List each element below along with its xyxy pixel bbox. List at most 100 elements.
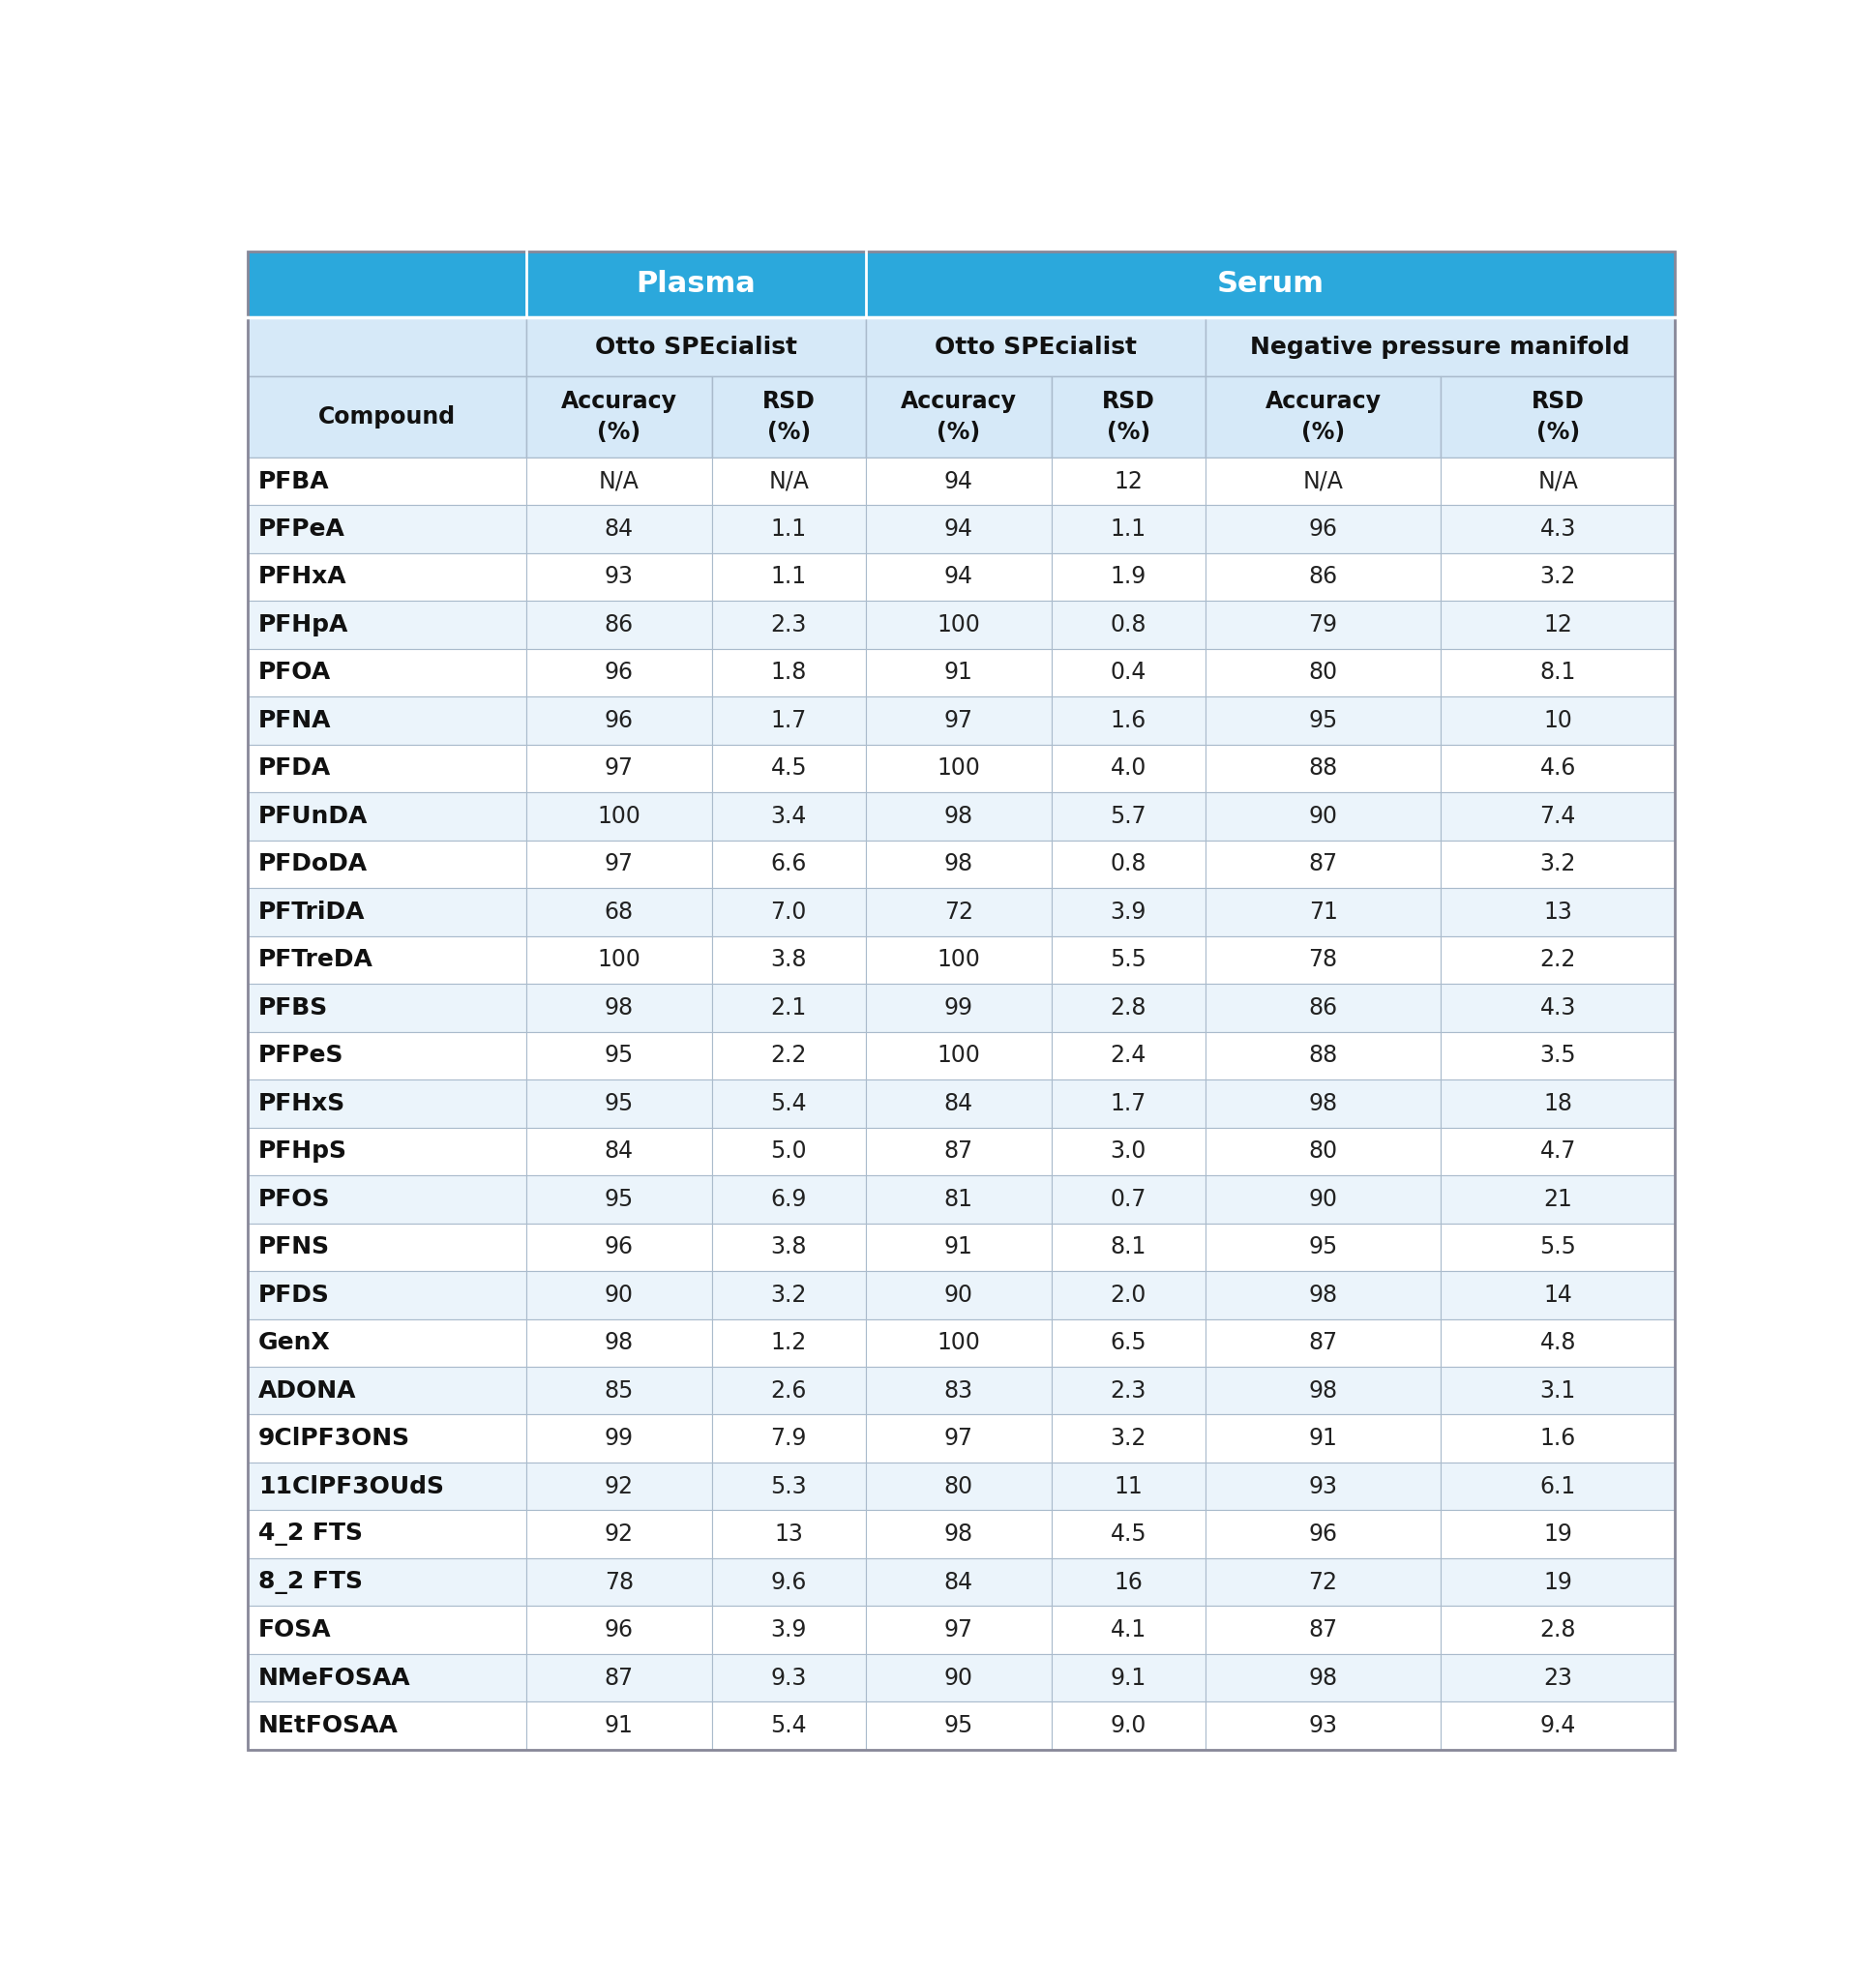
Text: N/A: N/A — [1304, 469, 1343, 493]
Text: 2.3: 2.3 — [1111, 1379, 1146, 1403]
Bar — [1051, 376, 1206, 458]
Bar — [1051, 1032, 1206, 1080]
Text: 100: 100 — [936, 1331, 981, 1355]
Text: 5.4: 5.4 — [771, 1092, 807, 1115]
Bar — [711, 1559, 867, 1607]
Bar — [867, 935, 1051, 985]
Bar — [1206, 458, 1441, 505]
Text: 6.9: 6.9 — [771, 1189, 807, 1210]
Bar — [867, 1272, 1051, 1319]
Bar — [1206, 745, 1441, 792]
Bar — [1206, 935, 1441, 985]
Bar — [1051, 1462, 1206, 1510]
Text: FOSA: FOSA — [259, 1618, 332, 1642]
Text: 0.8: 0.8 — [1111, 614, 1146, 636]
Bar — [248, 792, 527, 840]
Bar — [867, 1367, 1051, 1414]
Bar — [1206, 1127, 1441, 1175]
Bar — [1051, 1319, 1206, 1367]
Text: 95: 95 — [604, 1044, 634, 1068]
Bar — [1051, 600, 1206, 650]
Bar — [1051, 1559, 1206, 1607]
Bar — [1441, 1127, 1675, 1175]
Text: 93: 93 — [1309, 1474, 1338, 1498]
Text: 1.7: 1.7 — [1111, 1092, 1146, 1115]
Bar — [248, 985, 527, 1032]
Text: 96: 96 — [1309, 517, 1338, 541]
Text: 78: 78 — [604, 1571, 634, 1595]
Text: 8_2 FTS: 8_2 FTS — [259, 1571, 362, 1595]
Text: 3.8: 3.8 — [771, 1236, 807, 1258]
Text: RSD
(%): RSD (%) — [1101, 390, 1156, 444]
Text: 2.4: 2.4 — [1111, 1044, 1146, 1068]
Text: PFHxA: PFHxA — [259, 565, 347, 588]
Bar — [1441, 1032, 1675, 1080]
Text: 1.7: 1.7 — [771, 709, 807, 733]
Bar — [248, 1127, 527, 1175]
Text: 96: 96 — [604, 1236, 634, 1258]
Text: 95: 95 — [604, 1092, 634, 1115]
Bar — [527, 1319, 711, 1367]
Text: 98: 98 — [1309, 1284, 1338, 1307]
Bar — [1206, 1414, 1441, 1462]
Text: Accuracy
(%): Accuracy (%) — [1264, 390, 1381, 444]
Text: 4.5: 4.5 — [771, 757, 807, 781]
Text: 98: 98 — [1309, 1092, 1338, 1115]
Bar — [867, 505, 1051, 553]
Bar — [1206, 840, 1441, 887]
Text: 90: 90 — [1309, 1189, 1338, 1210]
Bar — [1206, 505, 1441, 553]
Bar — [1206, 697, 1441, 745]
Text: PFOA: PFOA — [259, 662, 332, 683]
Bar — [867, 1414, 1051, 1462]
Bar — [1441, 553, 1675, 600]
Text: 5.5: 5.5 — [1540, 1236, 1576, 1258]
Bar — [248, 376, 527, 458]
Text: 3.2: 3.2 — [771, 1284, 807, 1307]
Text: 97: 97 — [944, 1618, 974, 1642]
Bar — [248, 1032, 527, 1080]
Text: GenX: GenX — [259, 1331, 330, 1355]
Bar — [527, 1414, 711, 1462]
Text: PFDoDA: PFDoDA — [259, 852, 368, 876]
Text: 19: 19 — [1544, 1523, 1572, 1545]
Bar — [867, 458, 1051, 505]
Bar — [527, 1462, 711, 1510]
Bar — [1441, 650, 1675, 697]
Text: 11ClPF3OUdS: 11ClPF3OUdS — [259, 1474, 445, 1498]
Bar — [1051, 1127, 1206, 1175]
Text: 100: 100 — [936, 949, 981, 971]
Text: 100: 100 — [936, 757, 981, 781]
Bar — [711, 1080, 867, 1127]
Text: 3.2: 3.2 — [1111, 1426, 1146, 1450]
Bar — [1441, 1702, 1675, 1749]
Bar — [248, 1607, 527, 1654]
Bar — [711, 553, 867, 600]
Bar — [711, 745, 867, 792]
Bar — [711, 1702, 867, 1749]
Bar — [1206, 1032, 1441, 1080]
Text: NMeFOSAA: NMeFOSAA — [259, 1666, 411, 1690]
Text: 100: 100 — [597, 804, 642, 828]
Bar — [527, 1607, 711, 1654]
Text: 92: 92 — [604, 1474, 634, 1498]
Text: 72: 72 — [1309, 1571, 1338, 1595]
Bar — [867, 1510, 1051, 1559]
Bar — [527, 1559, 711, 1607]
Bar — [1206, 1222, 1441, 1272]
Bar — [1051, 1702, 1206, 1749]
Text: 2.8: 2.8 — [1540, 1618, 1576, 1642]
Bar — [248, 1654, 527, 1702]
Bar — [711, 935, 867, 985]
Bar — [527, 985, 711, 1032]
Bar — [867, 1462, 1051, 1510]
Bar — [527, 792, 711, 840]
Text: 94: 94 — [944, 469, 974, 493]
Bar — [248, 317, 527, 376]
Bar — [867, 600, 1051, 650]
Bar — [1206, 985, 1441, 1032]
Text: 2.3: 2.3 — [771, 614, 807, 636]
Bar — [248, 650, 527, 697]
Bar — [527, 650, 711, 697]
Bar — [527, 252, 867, 317]
